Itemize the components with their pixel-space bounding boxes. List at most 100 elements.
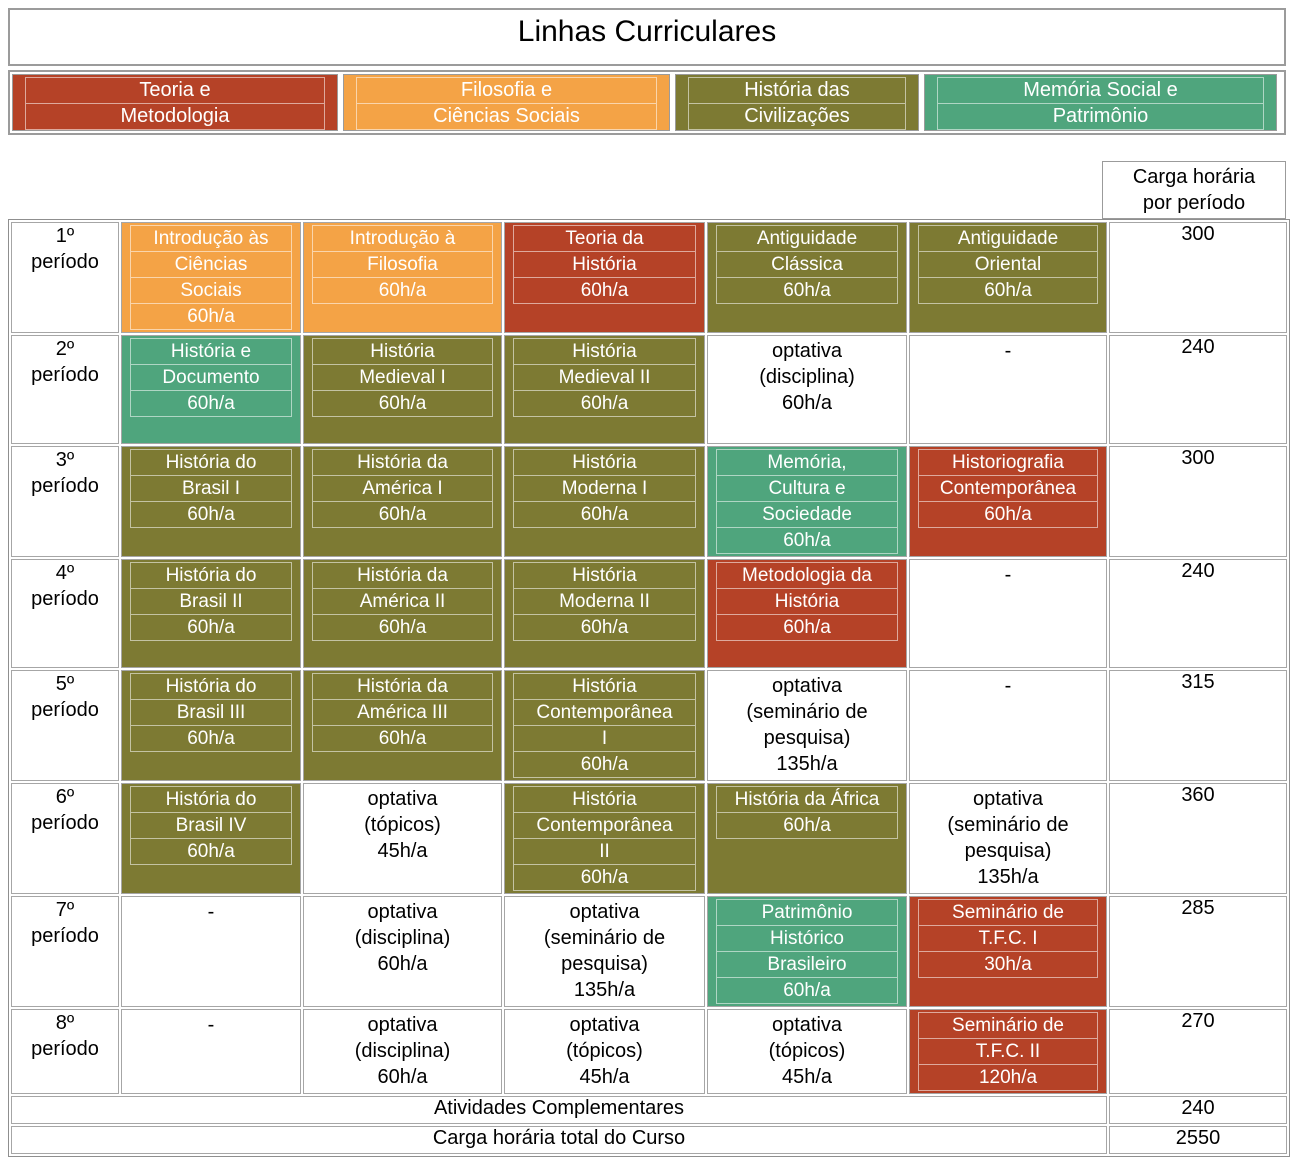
optional-cell: optativa (tópicos) 45h/a [504, 1009, 705, 1094]
course-lines: Metodologia da História 60h/a [716, 562, 898, 641]
course-lines: História da América I 60h/a [312, 449, 493, 528]
course-cell: História da América III 60h/a [303, 670, 502, 781]
course-line: T.F.C. II [919, 1038, 1097, 1064]
course-cell: História do Brasil III 60h/a [121, 670, 301, 781]
course-lines: optativa (seminário de pesquisa) 135h/a [918, 786, 1098, 890]
course-line: Medieval II [514, 364, 695, 390]
optional-cell: - [909, 335, 1107, 444]
course-line: optativa [367, 901, 438, 923]
legend-line: Civilizações [689, 103, 905, 129]
period-label-line: 2º [55, 338, 75, 360]
course-cell: Introdução à Filosofia 60h/a [303, 222, 502, 333]
course-line: Contemporânea [514, 812, 695, 838]
course-line: 45h/a [377, 840, 428, 862]
period-label: 6º período [11, 783, 119, 894]
course-line: optativa [367, 788, 438, 810]
course-line: Moderna I [514, 475, 695, 501]
period-label-line: período [31, 588, 99, 610]
course-lines: Seminário de T.F.C. I 30h/a [918, 899, 1098, 978]
period-row: 8º período - optativa (disciplina) 60h/a optat… [11, 1009, 1287, 1094]
course-lines: - [918, 562, 1098, 588]
course-line: 60h/a [131, 303, 291, 329]
period-row: 2º período História e Documento 60h/a Históri… [11, 335, 1287, 444]
course-line: 60h/a [514, 277, 695, 303]
course-line: Filosofia [313, 251, 492, 277]
course-line: 135h/a [573, 979, 636, 1001]
course-lines: História Medieval I 60h/a [312, 338, 493, 417]
legend-item-1: Filosofia e Ciências Sociais [343, 74, 670, 131]
course-line: 60h/a [717, 977, 897, 1003]
course-line: optativa [569, 901, 640, 923]
course-line: Moderna II [514, 588, 695, 614]
course-line: T.F.C. I [919, 925, 1097, 951]
optional-cell: - [121, 896, 301, 1007]
course-line: Contemporânea [514, 699, 695, 725]
legend-item-3: Memória Social e Patrimônio [924, 74, 1277, 131]
total-workload-label: Carga horária total do Curso [11, 1126, 1107, 1154]
course-cell: Antiguidade Oriental 60h/a [909, 222, 1107, 333]
complementary-activities-value: 240 [1109, 1096, 1287, 1124]
course-cell: História Medieval I 60h/a [303, 335, 502, 444]
course-line: 60h/a [514, 614, 695, 640]
course-line: 60h/a [919, 501, 1097, 527]
course-line: Contemporânea [919, 475, 1097, 501]
course-lines: Teoria da História 60h/a [513, 225, 696, 304]
optional-cell: optativa (disciplina) 60h/a [707, 335, 907, 444]
period-label-line: período [31, 364, 99, 386]
course-line: História da [357, 452, 448, 473]
course-line: 60h/a [131, 390, 291, 416]
course-line: História [572, 789, 637, 810]
course-line: (tópicos) [364, 814, 441, 836]
period-workload: 240 [1109, 559, 1287, 668]
period-label-line: 6º [55, 786, 75, 808]
period-label: 7º período [11, 896, 119, 1007]
course-line: (disciplina) [759, 366, 855, 388]
course-line: - [207, 901, 215, 923]
course-line: 60h/a [313, 390, 492, 416]
course-lines: optativa (disciplina) 60h/a [312, 899, 493, 977]
course-line: América III [313, 699, 492, 725]
course-lines: Memória, Cultura e Sociedade 60h/a [716, 449, 898, 554]
course-line: Brasil I [131, 475, 291, 501]
course-line: optativa [771, 1014, 843, 1036]
course-line: Sociais [131, 277, 291, 303]
course-line: Histórico [717, 925, 897, 951]
course-line: 60h/a [377, 1066, 428, 1088]
course-lines: Historiografia Contemporânea 60h/a [918, 449, 1098, 528]
course-lines: História do Brasil III 60h/a [130, 673, 292, 752]
course-line: História [572, 452, 637, 473]
course-line: 60h/a [377, 953, 428, 975]
course-line: História da África [734, 789, 880, 810]
course-lines: História Moderna II 60h/a [513, 562, 696, 641]
legend-line: Patrimônio [938, 103, 1263, 129]
optional-cell: optativa (disciplina) 60h/a [303, 896, 502, 1007]
course-cell: Seminário de T.F.C. I 30h/a [909, 896, 1107, 1007]
course-line: - [207, 1014, 215, 1036]
course-line: 30h/a [919, 951, 1097, 977]
period-workload: 270 [1109, 1009, 1287, 1094]
course-line: optativa [771, 340, 843, 362]
course-cell: História da África 60h/a [707, 783, 907, 894]
course-line: optativa [569, 1014, 640, 1036]
course-line: História [514, 251, 695, 277]
course-lines: Seminário de T.F.C. II 120h/a [918, 1012, 1098, 1091]
course-lines: optativa (disciplina) 60h/a [716, 338, 898, 416]
course-lines: História da América II 60h/a [312, 562, 493, 641]
period-workload: 285 [1109, 896, 1287, 1007]
period-row: 3º período História do Brasil I 60h/a Históri… [11, 446, 1287, 557]
course-line: História [572, 565, 637, 586]
course-line: 120h/a [919, 1064, 1097, 1090]
period-label: 1º período [11, 222, 119, 333]
course-cell: História Contemporânea I 60h/a [504, 670, 705, 781]
legend-lines: Memória Social e Patrimônio [937, 77, 1264, 130]
course-cell: História do Brasil I 60h/a [121, 446, 301, 557]
course-lines: optativa (seminário de pesquisa) 135h/a [716, 673, 898, 777]
course-line: 60h/a [131, 501, 291, 527]
course-lines: - [130, 899, 292, 925]
course-line: Seminário de [952, 902, 1064, 923]
course-lines: Antiguidade Clássica 60h/a [716, 225, 898, 304]
course-line: 60h/a [717, 812, 897, 838]
optional-cell: optativa (tópicos) 45h/a [303, 783, 502, 894]
optional-cell: optativa (seminário de pesquisa) 135h/a [504, 896, 705, 1007]
optional-cell: optativa (disciplina) 60h/a [303, 1009, 502, 1094]
